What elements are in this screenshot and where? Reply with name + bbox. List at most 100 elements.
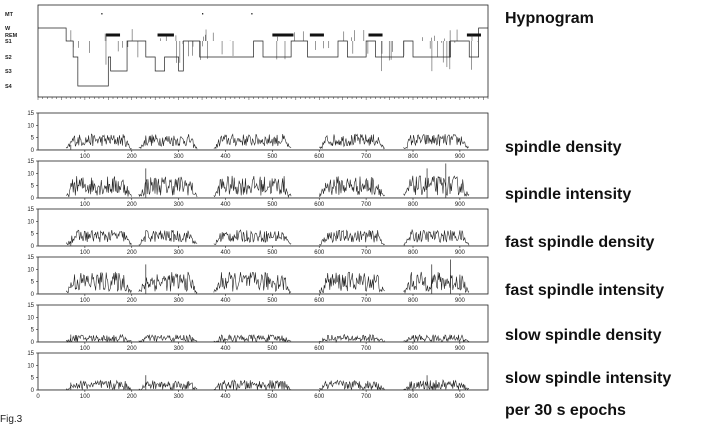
x-tick-label: 500 <box>267 202 278 208</box>
series-label-slow-spindle-density: slow spindle density <box>505 327 662 344</box>
y-tick-label: 15 <box>27 303 34 309</box>
panel-frame <box>37 112 489 151</box>
series-label-fast-spindle-intensity: fast spindle intensity <box>505 282 665 299</box>
spindle-trace <box>65 271 470 295</box>
rem-block <box>466 33 481 37</box>
y-tick-label: 5 <box>31 184 35 190</box>
x-tick-label: 400 <box>220 346 231 352</box>
epoch-unit-label: per 30 s epochs <box>505 402 626 419</box>
y-tick-label: 0 <box>31 340 35 346</box>
spindle-trace <box>65 175 470 198</box>
x-tick-label: 300 <box>174 298 185 304</box>
y-tick-label: 0 <box>31 388 35 394</box>
panel-frame <box>37 304 489 343</box>
x-tick-label: 400 <box>220 154 231 160</box>
x-tick-label: 600 <box>314 154 325 160</box>
y-tick-label: 0 <box>31 196 35 202</box>
series-label-spindle-density: spindle density <box>505 139 622 156</box>
x-tick-label: 400 <box>220 202 231 208</box>
panel-frame <box>37 352 489 391</box>
x-tick-label: 800 <box>408 154 419 160</box>
y-tick-label: 5 <box>31 328 35 334</box>
x-tick-label: 800 <box>408 202 419 208</box>
x-tick-label: 600 <box>314 394 325 400</box>
y-tick-label: 0 <box>31 244 35 250</box>
mt-marker <box>251 13 253 15</box>
x-tick-label: 100 <box>80 154 91 160</box>
series-label-fast-spindle-density: fast spindle density <box>505 234 655 251</box>
x-tick-label: 500 <box>267 250 278 256</box>
rem-block <box>105 33 121 37</box>
x-tick-label: 600 <box>314 298 325 304</box>
y-tick-label: 10 <box>27 315 34 321</box>
hypnogram-stage-label: S4 <box>5 84 13 90</box>
y-tick-label: 5 <box>31 280 35 286</box>
y-tick-label: 15 <box>27 111 34 117</box>
x-tick-label: 100 <box>80 394 91 400</box>
y-tick-label: 15 <box>27 159 34 165</box>
x-tick-label: 700 <box>361 154 372 160</box>
x-tick-label: 200 <box>127 202 138 208</box>
y-tick-label: 15 <box>27 351 34 357</box>
y-tick-label: 0 <box>31 148 35 154</box>
y-tick-label: 5 <box>31 136 35 142</box>
panel-frame <box>37 208 489 247</box>
hypnogram-trace <box>38 27 488 87</box>
hypnogram-stage-label: S1 <box>5 39 12 45</box>
series-label-slow-spindle-intensity: slow spindle intensity <box>505 370 672 387</box>
x-tick-label: 900 <box>455 394 466 400</box>
x-tick-label: 600 <box>314 202 325 208</box>
x-tick-label: 500 <box>267 154 278 160</box>
spindle-trace <box>65 379 470 391</box>
rem-block <box>309 33 324 37</box>
x-tick-label: 100 <box>80 250 91 256</box>
series-label-spindle-intensity: spindle intensity <box>505 186 632 203</box>
x-tick-label: 200 <box>127 394 138 400</box>
x-tick-label: 100 <box>80 298 91 304</box>
x-tick-label: 300 <box>174 202 185 208</box>
rem-block <box>368 33 383 37</box>
x-tick-label: 200 <box>127 154 138 160</box>
y-tick-label: 0 <box>31 292 35 298</box>
x-tick-label: 700 <box>361 346 372 352</box>
spindle-trace <box>65 228 470 246</box>
rem-block <box>272 33 294 37</box>
x-tick-label: 800 <box>408 346 419 352</box>
hypnogram-title: Hypnogram <box>505 10 594 27</box>
x-tick-label: 800 <box>408 250 419 256</box>
rem-block <box>157 33 174 37</box>
y-tick-label: 15 <box>27 207 34 213</box>
x-tick-label: 100 <box>80 202 91 208</box>
x-tick-label: 900 <box>455 250 466 256</box>
x-tick-label: 300 <box>174 154 185 160</box>
x-tick-label: 700 <box>361 394 372 400</box>
x-tick-label: 700 <box>361 202 372 208</box>
figure-caption: Fig.3 <box>0 414 23 425</box>
panel-frame <box>37 256 489 295</box>
x-tick-label: 900 <box>455 298 466 304</box>
y-tick-label: 10 <box>27 363 34 369</box>
x-tick-label: 300 <box>174 346 185 352</box>
y-tick-label: 5 <box>31 376 35 382</box>
x-tick-label: 100 <box>80 346 91 352</box>
hypnogram-stage-label: S3 <box>5 69 12 75</box>
x-tick-label: 200 <box>127 250 138 256</box>
x-tick-label: 0 <box>36 394 40 400</box>
x-tick-label: 500 <box>267 346 278 352</box>
x-tick-label: 800 <box>408 298 419 304</box>
hypnogram-stage-label: W <box>5 26 11 32</box>
spindle-trace <box>65 133 470 150</box>
spindle-trace <box>65 333 470 344</box>
x-tick-label: 200 <box>127 298 138 304</box>
y-tick-label: 10 <box>27 171 34 177</box>
x-tick-label: 500 <box>267 298 278 304</box>
x-tick-label: 400 <box>220 298 231 304</box>
x-tick-label: 400 <box>220 250 231 256</box>
x-tick-label: 400 <box>220 394 231 400</box>
panel-frame <box>37 160 489 199</box>
y-tick-label: 10 <box>27 267 34 273</box>
hypnogram-stage-label: S2 <box>5 55 12 61</box>
y-tick-label: 5 <box>31 232 35 238</box>
x-tick-label: 500 <box>267 394 278 400</box>
